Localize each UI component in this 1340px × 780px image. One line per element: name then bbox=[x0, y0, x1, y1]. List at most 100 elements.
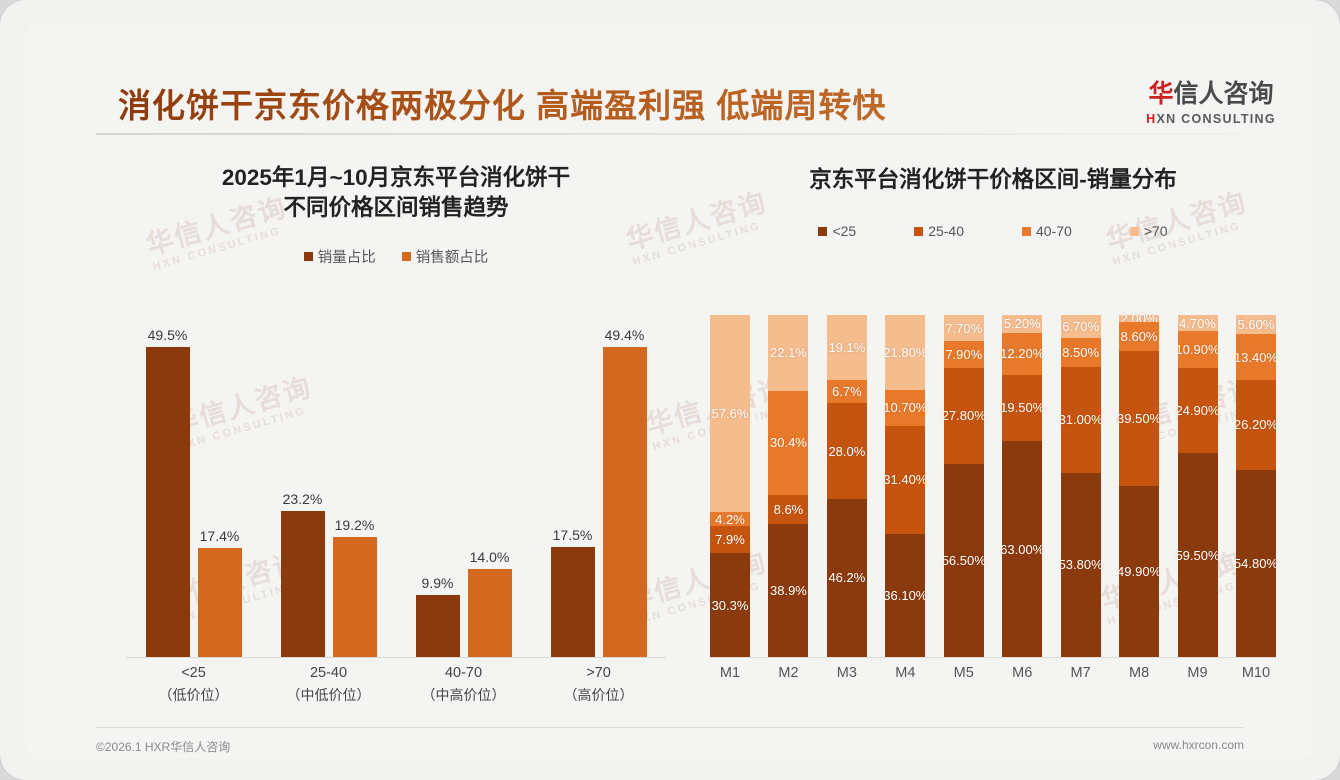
right-chart-bar-segment[interactable]: 13.40% bbox=[1234, 334, 1278, 380]
right-chart-bar-segment[interactable]: 8.50% bbox=[1060, 337, 1101, 367]
legend-swatch-icon bbox=[914, 226, 924, 236]
left-chart-bar[interactable] bbox=[467, 569, 512, 657]
header: 消化饼干京东价格两极分化 高端盈利强 低端周转快 bbox=[96, 79, 1244, 135]
left-chart-bar-wrapper: 49.5% bbox=[145, 312, 190, 657]
right-chart-bar-segment[interactable]: 56.50% bbox=[942, 463, 986, 657]
left-chart-legend-item[interactable]: 销量占比 bbox=[303, 246, 376, 267]
right-chart-legend-item[interactable]: 25-40 bbox=[914, 223, 964, 239]
left-chart-title: 2025年1月~10月京东平台消化饼干 不同价格区间销售趋势 bbox=[221, 165, 571, 221]
right-chart-segment-value: 19.50% bbox=[1000, 400, 1045, 416]
right-chart-bar-segment[interactable]: 38.9% bbox=[768, 523, 809, 657]
right-chart-bar-segment[interactable]: 28.0% bbox=[826, 403, 867, 499]
company-logo: 华信人咨询 HXN CONSULTING bbox=[1136, 74, 1286, 126]
right-chart-plot: 57.6% 4.2% 7.9% 30.3% 22.1% 30.4% 8.6% 38.9% 19.… bbox=[710, 311, 1278, 657]
legend-label: 25-40 bbox=[928, 223, 964, 240]
right-chart-category-label: M10 bbox=[1241, 665, 1271, 681]
left-chart-bar[interactable] bbox=[602, 347, 647, 657]
right-chart-stacked-bar[interactable]: 7.70% 7.90% 27.80% 56.50% bbox=[941, 315, 986, 657]
right-chart-bar-segment[interactable]: 53.80% bbox=[1058, 472, 1103, 657]
right-chart-category-label: M5 bbox=[953, 665, 974, 681]
left-chart-bar[interactable] bbox=[550, 547, 595, 657]
page-title: 消化饼干京东价格两极分化 高端盈利强 低端周转快 bbox=[118, 79, 886, 127]
left-chart-category-labels: <25 （低价位） 25-40 （中低价位） 40-70 （中高价位） >70 （高价位） bbox=[126, 663, 666, 706]
right-chart-bar-segment[interactable]: 36.10% bbox=[883, 533, 927, 657]
right-chart-segment-value: 22.1% bbox=[770, 345, 807, 361]
right-chart-bar-segment[interactable]: 26.20% bbox=[1234, 379, 1278, 470]
logo-en-rest: XN CONSULTING bbox=[1156, 112, 1276, 126]
right-chart-bar-segment[interactable]: 49.90% bbox=[1117, 486, 1162, 657]
left-chart-bar[interactable] bbox=[415, 594, 460, 657]
right-chart-bar-segment[interactable]: 63.00% bbox=[1000, 441, 1044, 657]
right-chart-bar-segment[interactable]: 30.4% bbox=[768, 390, 809, 495]
right-chart-bar-segment[interactable]: 46.2% bbox=[826, 498, 867, 657]
right-chart-segment-value: 27.80% bbox=[941, 408, 986, 424]
right-chart-segment-value: 31.00% bbox=[1058, 412, 1103, 428]
legend-swatch-icon bbox=[818, 226, 828, 236]
right-chart-stacked-bar[interactable]: 5.60% 13.40% 26.20% 54.80% bbox=[1234, 315, 1278, 657]
right-chart-bar-segment[interactable]: 6.70% bbox=[1060, 315, 1101, 338]
right-chart-stacked-bar[interactable]: 6.70% 8.50% 31.00% 53.80% bbox=[1058, 315, 1103, 657]
right-chart-legend-item[interactable]: <25 bbox=[818, 223, 856, 239]
left-chart-bar[interactable] bbox=[332, 536, 377, 657]
right-chart-legend-item[interactable]: >70 bbox=[1129, 223, 1168, 239]
title-divider bbox=[96, 133, 1244, 135]
right-chart-bar-segment[interactable]: 30.3% bbox=[710, 553, 750, 657]
left-chart-bar[interactable] bbox=[145, 346, 190, 657]
right-chart-bar-segment[interactable]: 24.90% bbox=[1175, 368, 1220, 454]
right-chart-panel: 京东平台消化饼干价格区间-销量分布 <25 25-40 40-70 >70 57.6%… bbox=[698, 147, 1288, 707]
right-chart-bar-segment[interactable]: 54.80% bbox=[1234, 469, 1278, 657]
left-chart-axis-line bbox=[126, 657, 666, 658]
right-chart-legend-item[interactable]: 40-70 bbox=[1022, 223, 1072, 239]
right-chart-bar-segment[interactable]: 10.70% bbox=[883, 389, 927, 427]
right-chart-stacked-bar[interactable]: 22.1% 30.4% 8.6% 38.9% bbox=[768, 315, 809, 657]
right-chart-bar-segment[interactable]: 12.20% bbox=[1000, 332, 1044, 375]
right-chart-bar-segment[interactable]: 8.60% bbox=[1119, 321, 1160, 352]
right-chart-stacked-bar[interactable]: 5.20% 12.20% 19.50% 63.00% bbox=[1000, 315, 1045, 657]
right-chart-bar-segment[interactable]: 59.50% bbox=[1175, 453, 1220, 657]
right-chart-bar-segment[interactable]: 31.00% bbox=[1058, 366, 1103, 473]
left-chart-bar-value: 14.0% bbox=[469, 549, 510, 566]
left-chart-bar-wrapper: 14.0% bbox=[467, 312, 512, 657]
right-chart-stacked-bar[interactable]: 21.80% 10.70% 31.40% 36.10% bbox=[883, 315, 927, 657]
right-chart-bar-segment[interactable]: 21.80% bbox=[883, 315, 927, 390]
right-chart-segment-value: 53.80% bbox=[1058, 557, 1103, 573]
right-chart-category-label: M4 bbox=[895, 665, 916, 681]
right-chart-stacked-bar[interactable]: 57.6% 4.2% 7.9% 30.3% bbox=[710, 315, 750, 657]
right-chart-segment-value: 30.3% bbox=[711, 597, 749, 613]
right-chart-bar-segment[interactable]: 19.50% bbox=[1000, 374, 1045, 442]
right-chart-bar-segment[interactable]: 57.6% bbox=[710, 315, 750, 512]
right-chart-bar-segment[interactable]: 5.20% bbox=[1002, 315, 1043, 333]
left-chart-legend-item[interactable]: 销售额占比 bbox=[401, 246, 489, 267]
left-chart-bar[interactable] bbox=[280, 511, 325, 657]
right-chart-bar-segment[interactable]: 8.6% bbox=[768, 494, 809, 524]
right-chart-bar-segment[interactable]: 6.7% bbox=[826, 380, 867, 404]
right-chart-stacked-bar[interactable]: 4.70% 10.90% 24.90% 59.50% bbox=[1175, 315, 1220, 657]
right-chart-segment-value: 39.50% bbox=[1117, 411, 1162, 427]
right-chart-bar-segment[interactable]: 19.1% bbox=[826, 315, 867, 381]
right-chart-segment-value: 49.90% bbox=[1117, 564, 1162, 580]
right-chart-axis-line bbox=[710, 657, 1276, 658]
right-chart-bar-segment[interactable]: 4.2% bbox=[710, 512, 750, 527]
category-sublabel: （中高价位） bbox=[421, 686, 506, 703]
right-chart-bar-segment[interactable]: 39.50% bbox=[1117, 351, 1162, 487]
right-chart-bar-segment[interactable]: 31.40% bbox=[883, 426, 927, 534]
right-chart-bar-segment[interactable]: 7.9% bbox=[710, 526, 750, 554]
right-chart-bar-segment[interactable]: 7.70% bbox=[943, 315, 984, 342]
right-chart-stacked-bar[interactable]: 19.1% 6.7% 28.0% 46.2% bbox=[826, 315, 867, 657]
right-chart-segment-value: 5.20% bbox=[1003, 316, 1041, 332]
legend-label: 销售额占比 bbox=[415, 249, 489, 266]
right-chart-bar-segment[interactable]: 27.80% bbox=[941, 368, 986, 464]
left-chart-group: 23.2% 19.2% bbox=[269, 312, 389, 657]
right-chart-bar-segment[interactable]: 10.90% bbox=[1175, 331, 1220, 369]
right-chart-bar-segment[interactable]: 22.1% bbox=[768, 315, 809, 391]
left-chart-plot: 49.5% 17.4% 23.2% 19.2% 9.9% 14.0% 17.5% 49.4% bbox=[126, 312, 666, 657]
right-chart-segment-value: 8.60% bbox=[1120, 329, 1158, 345]
right-chart-bar-segment[interactable]: 2.00% bbox=[1119, 311, 1160, 326]
left-chart-bar[interactable] bbox=[197, 547, 242, 657]
right-chart-bar-segment[interactable]: 7.90% bbox=[943, 341, 984, 369]
category-name: 40-70 bbox=[444, 665, 483, 681]
right-chart-bar-segment[interactable]: 4.70% bbox=[1177, 315, 1218, 332]
right-chart-bar-segment[interactable]: 5.60% bbox=[1235, 315, 1276, 335]
right-chart-stacked-bar[interactable]: 2.00% 8.60% 39.50% 49.90% bbox=[1117, 311, 1162, 657]
